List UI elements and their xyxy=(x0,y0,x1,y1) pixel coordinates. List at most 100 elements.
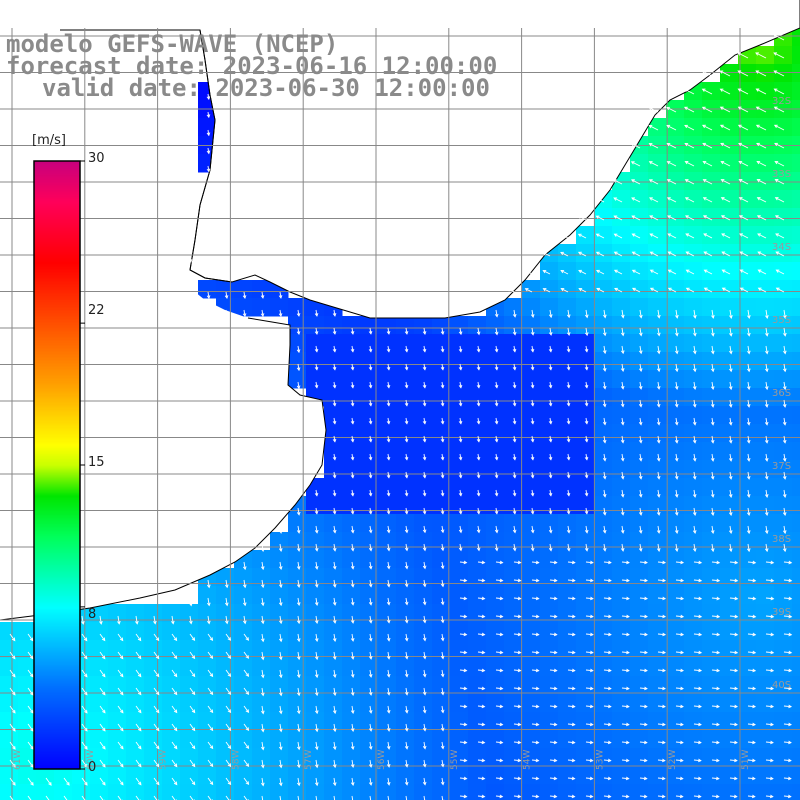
wind-arrow-head xyxy=(625,686,630,691)
wind-arrow xyxy=(207,687,213,695)
wind-arrow xyxy=(667,233,677,239)
longitude-label: 59W xyxy=(159,750,169,770)
field-cell xyxy=(108,658,127,677)
field-cell xyxy=(306,676,325,695)
wind-arrow xyxy=(297,561,300,570)
wind-arrow xyxy=(495,381,498,388)
wind-arrow-head xyxy=(746,548,751,553)
wind-arrow xyxy=(657,687,666,690)
field-cell xyxy=(738,226,757,245)
field-cell xyxy=(684,478,703,497)
colorbar-segment xyxy=(34,355,80,357)
field-cell xyxy=(504,442,523,461)
wind-arrow-head xyxy=(350,492,355,497)
field-cell xyxy=(648,424,667,443)
colorbar-segment xyxy=(34,757,80,759)
wind-arrow-head xyxy=(368,402,373,407)
wind-arrow xyxy=(765,507,768,516)
wind-arrow xyxy=(747,741,756,744)
wind-arrow-head xyxy=(512,474,517,479)
colorbar-segment xyxy=(34,356,80,358)
wind-arrow xyxy=(603,561,611,564)
wind-arrow-head xyxy=(227,691,232,696)
wind-arrow xyxy=(477,561,485,564)
wind-arrow xyxy=(567,687,575,690)
field-cell xyxy=(738,766,757,785)
wind-arrow xyxy=(765,561,774,564)
colorbar-segment xyxy=(34,314,80,316)
wind-arrow-head xyxy=(440,474,445,479)
wind-arrow xyxy=(477,327,480,335)
field-cell xyxy=(432,568,451,587)
wind-arrow-head xyxy=(584,366,589,371)
wind-arrow-head xyxy=(770,686,775,691)
wind-arrow-head xyxy=(476,384,481,389)
colorbar-segment xyxy=(34,661,80,663)
wind-arrow-head xyxy=(440,709,445,714)
wind-arrow xyxy=(405,705,408,713)
field-cell xyxy=(540,622,559,641)
wind-arrow xyxy=(405,399,408,406)
wind-arrow-head xyxy=(350,420,355,425)
wind-arrow-head xyxy=(245,655,250,659)
colorbar-segment xyxy=(34,183,80,185)
wind-arrow xyxy=(747,759,755,762)
colorbar-segment xyxy=(34,533,80,535)
wind-arrow xyxy=(765,309,768,319)
colorbar-segment xyxy=(34,335,80,337)
wind-arrow xyxy=(639,525,642,534)
wind-arrow-head xyxy=(332,601,337,606)
field-cell xyxy=(702,262,721,281)
colorbar-segment xyxy=(34,560,80,562)
wind-arrow-head xyxy=(603,314,607,319)
wind-arrow-head xyxy=(278,674,283,679)
colorbar-segment xyxy=(34,257,80,259)
field-cell xyxy=(774,766,793,785)
colorbar-segment xyxy=(34,662,80,664)
wind-arrow xyxy=(739,251,749,257)
field-cell xyxy=(684,604,703,623)
field-cell xyxy=(558,316,577,335)
wind-arrow-head xyxy=(535,560,540,565)
colorbar-segment xyxy=(34,166,80,168)
wind-arrow-head xyxy=(206,96,211,101)
wind-arrow xyxy=(117,615,120,624)
field-cell xyxy=(684,550,703,569)
field-cell xyxy=(594,550,613,569)
colorbar-segment xyxy=(34,669,80,671)
wind-arrow-head xyxy=(638,493,643,498)
wind-arrow-head xyxy=(499,614,504,619)
field-cell xyxy=(792,784,800,800)
wind-arrow xyxy=(740,287,749,293)
wind-arrow-head xyxy=(463,560,468,565)
wind-arrow-head xyxy=(553,686,558,691)
colorbar-segment xyxy=(34,526,80,528)
wind-arrow xyxy=(387,795,390,800)
colorbar-segment xyxy=(34,577,80,579)
field-cell xyxy=(18,658,37,677)
wind-arrow xyxy=(685,179,695,185)
wind-arrow-head xyxy=(728,512,733,517)
field-cell xyxy=(18,694,37,713)
colorbar-segment xyxy=(34,510,80,512)
field-cell xyxy=(738,316,757,335)
wind-arrow xyxy=(513,543,516,551)
field-cell xyxy=(18,766,37,785)
wind-arrow xyxy=(441,453,444,460)
wind-arrow xyxy=(279,309,282,317)
wind-arrow xyxy=(657,489,660,497)
wind-arrow-head xyxy=(613,269,618,274)
wind-arrow xyxy=(405,435,408,442)
wind-arrow xyxy=(747,399,750,408)
field-cell xyxy=(792,676,800,695)
colorbar-segment xyxy=(34,738,80,740)
field-cell xyxy=(126,676,145,695)
wind-arrow xyxy=(387,615,390,623)
colorbar-segment xyxy=(34,576,80,578)
colorbar-segment xyxy=(34,713,80,715)
colorbar-segment xyxy=(34,196,80,198)
wind-arrow-head xyxy=(764,386,769,391)
colorbar-segment xyxy=(34,617,80,619)
colorbar-segment xyxy=(34,634,80,636)
wind-arrow-head xyxy=(296,728,301,733)
